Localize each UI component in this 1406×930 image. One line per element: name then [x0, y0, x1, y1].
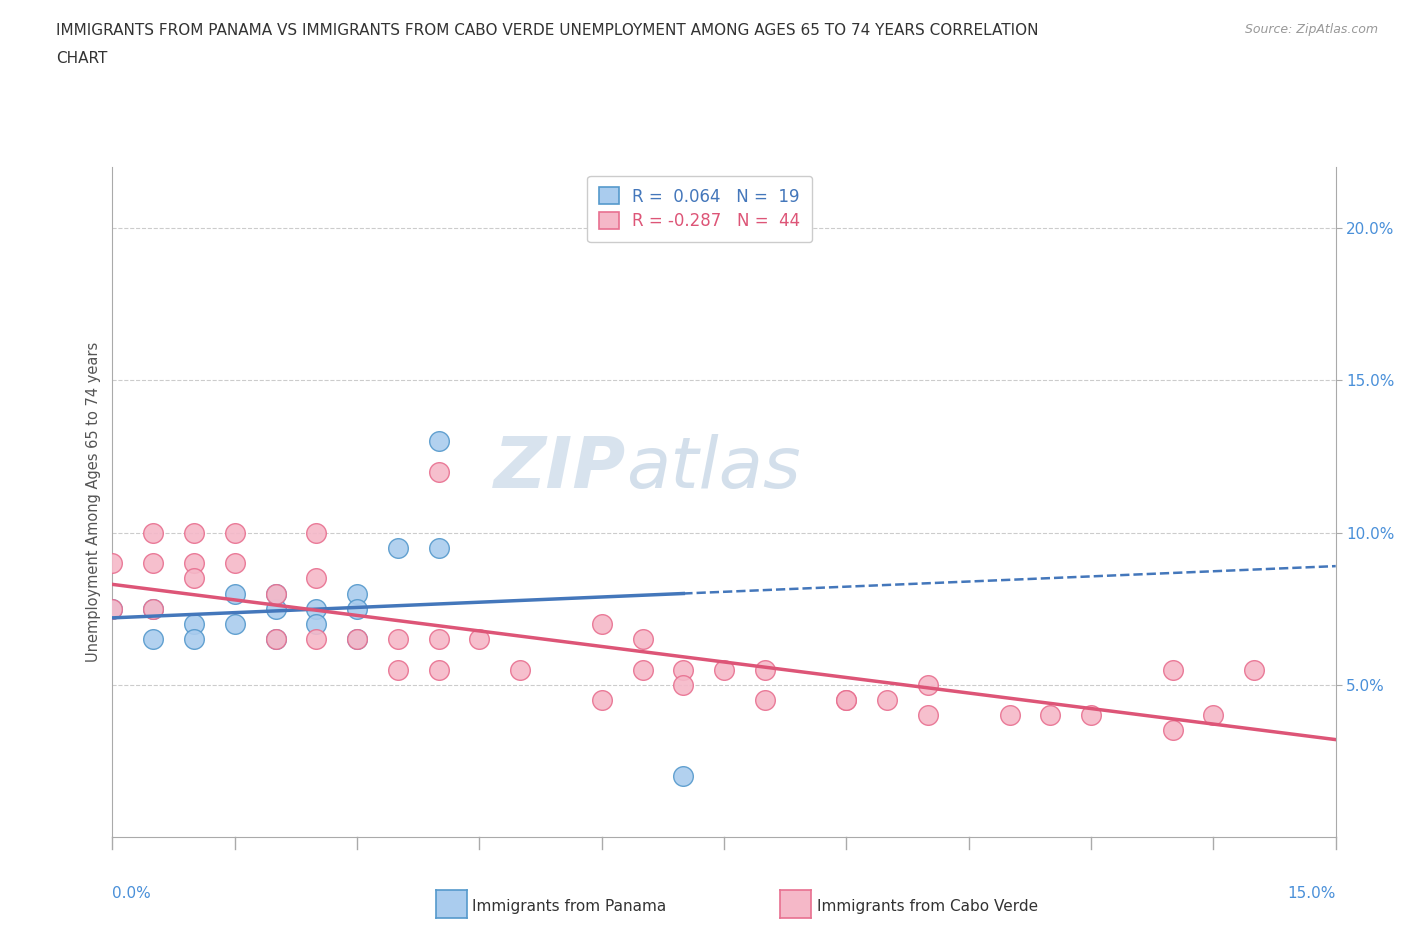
Point [224, 555, 246, 570]
Point [183, 555, 205, 570]
Point [876, 693, 898, 708]
Point [427, 631, 450, 646]
Point [346, 602, 368, 617]
Text: Source: ZipAtlas.com: Source: ZipAtlas.com [1244, 23, 1378, 36]
Legend: R =  0.064   N =  19, R = -0.287   N =  44: R = 0.064 N = 19, R = -0.287 N = 44 [588, 176, 813, 242]
Text: IMMIGRANTS FROM PANAMA VS IMMIGRANTS FROM CABO VERDE UNEMPLOYMENT AMONG AGES 65 : IMMIGRANTS FROM PANAMA VS IMMIGRANTS FRO… [56, 23, 1039, 38]
Point [305, 631, 328, 646]
Text: Immigrants from Cabo Verde: Immigrants from Cabo Verde [817, 899, 1038, 914]
Point [672, 677, 695, 692]
Point [713, 662, 735, 677]
Point [224, 525, 246, 540]
Point [224, 586, 246, 601]
Point [305, 571, 328, 586]
Point [142, 602, 165, 617]
Text: ZIP: ZIP [494, 434, 626, 503]
Point [101, 602, 124, 617]
Point [183, 631, 205, 646]
Point [183, 571, 205, 586]
Y-axis label: Unemployment Among Ages 65 to 74 years: Unemployment Among Ages 65 to 74 years [86, 342, 101, 662]
Point [142, 602, 165, 617]
Point [672, 769, 695, 784]
Point [305, 525, 328, 540]
Point [305, 617, 328, 631]
Point [427, 662, 450, 677]
Point [346, 631, 368, 646]
Point [264, 586, 287, 601]
Point [1243, 662, 1265, 677]
Point [183, 525, 205, 540]
Point [1202, 708, 1225, 723]
Point [631, 631, 654, 646]
Point [264, 631, 287, 646]
Point [509, 662, 531, 677]
Point [427, 434, 450, 449]
Text: 0.0%: 0.0% [112, 885, 152, 900]
Point [672, 662, 695, 677]
Text: CHART: CHART [56, 51, 108, 66]
Point [142, 525, 165, 540]
Point [754, 662, 776, 677]
Point [224, 617, 246, 631]
Point [591, 617, 613, 631]
Point [754, 693, 776, 708]
Point [142, 555, 165, 570]
Point [1161, 662, 1184, 677]
Point [305, 602, 328, 617]
Point [835, 693, 858, 708]
Point [346, 631, 368, 646]
Text: 15.0%: 15.0% [1288, 885, 1336, 900]
Point [101, 555, 124, 570]
Point [468, 631, 491, 646]
Point [591, 693, 613, 708]
Point [1080, 708, 1102, 723]
Point [142, 631, 165, 646]
Point [387, 631, 409, 646]
Point [264, 602, 287, 617]
Point [631, 662, 654, 677]
Point [917, 677, 939, 692]
Point [346, 586, 368, 601]
Text: Immigrants from Panama: Immigrants from Panama [472, 899, 666, 914]
Point [1039, 708, 1062, 723]
Point [1161, 723, 1184, 737]
Point [101, 602, 124, 617]
Point [387, 662, 409, 677]
Point [427, 540, 450, 555]
Point [264, 586, 287, 601]
Point [427, 464, 450, 479]
Point [835, 693, 858, 708]
Point [998, 708, 1021, 723]
Point [183, 617, 205, 631]
Point [917, 708, 939, 723]
Text: atlas: atlas [626, 434, 801, 503]
Point [387, 540, 409, 555]
Point [264, 631, 287, 646]
